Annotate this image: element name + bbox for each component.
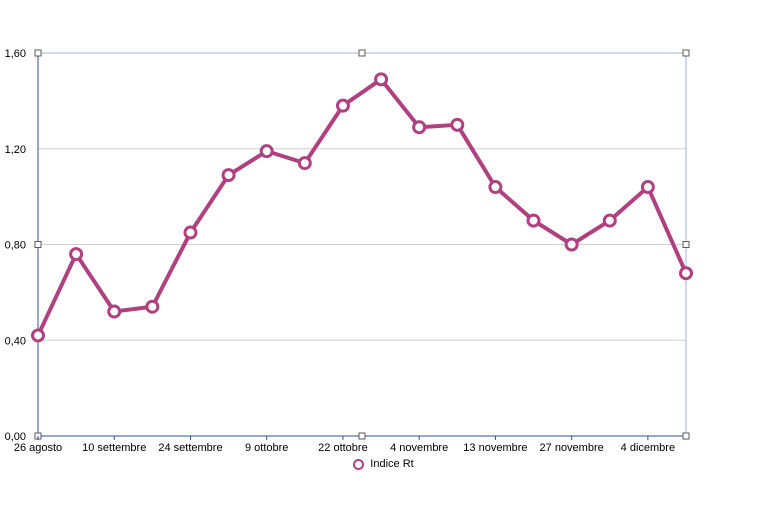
resize-handle: [682, 241, 690, 248]
data-point: [374, 72, 389, 87]
x-tick-label: 10 settembre: [82, 442, 146, 454]
data-point: [31, 328, 45, 343]
y-tick-label: 0,00: [5, 431, 26, 443]
plot-frame: [34, 49, 690, 440]
legend-label: Indice Rt: [370, 458, 414, 470]
data-point: [412, 120, 427, 135]
data-point: [679, 266, 693, 281]
x-tick-label: 13 novembre: [463, 442, 527, 454]
series-line: [36, 77, 688, 338]
resize-handle: [358, 432, 366, 440]
data-point: [183, 225, 198, 240]
data-point: [259, 144, 274, 159]
data-point: [107, 304, 122, 319]
x-axis-ticks: 26 agosto 10 settembre 24 settembre 9 ottob…: [14, 436, 675, 454]
data-point: [450, 117, 465, 132]
x-tick-label: 4 novembre: [390, 442, 448, 454]
y-tick-label: 1,60: [5, 48, 26, 60]
data-point: [602, 213, 617, 228]
data-point: [488, 180, 503, 195]
data-point: [564, 237, 579, 252]
resize-handle: [682, 49, 690, 57]
y-tick-label: 0,40: [5, 335, 26, 347]
resize-handle: [358, 49, 366, 57]
data-point: [335, 98, 350, 113]
legend: Indice Rt: [0, 458, 767, 473]
x-tick-label: 26 agosto: [14, 442, 62, 454]
x-tick-label: 22 ottobre: [318, 442, 368, 454]
data-point: [221, 168, 236, 183]
series-layer: [31, 72, 693, 343]
data-point: [297, 156, 312, 171]
x-tick-label: 9 ottobre: [245, 442, 288, 454]
resize-handle: [34, 49, 42, 57]
x-tick-label: 24 settembre: [158, 442, 222, 454]
y-axis-ticks: 0,00 0,40 0,80 1,20 1,60: [5, 48, 26, 443]
y-tick-label: 1,20: [5, 144, 26, 156]
data-point: [69, 247, 84, 262]
legend-marker-icon: [353, 458, 365, 470]
resize-handle: [682, 432, 690, 440]
resize-handle: [34, 241, 42, 248]
x-tick-label: 4 dicembre: [621, 442, 675, 454]
y-tick-label: 0,80: [5, 240, 26, 252]
data-point: [145, 299, 160, 314]
x-tick-label: 27 novembre: [540, 442, 604, 454]
data-point: [526, 213, 541, 228]
data-point: [640, 180, 655, 195]
gridlines: [38, 52, 686, 437]
